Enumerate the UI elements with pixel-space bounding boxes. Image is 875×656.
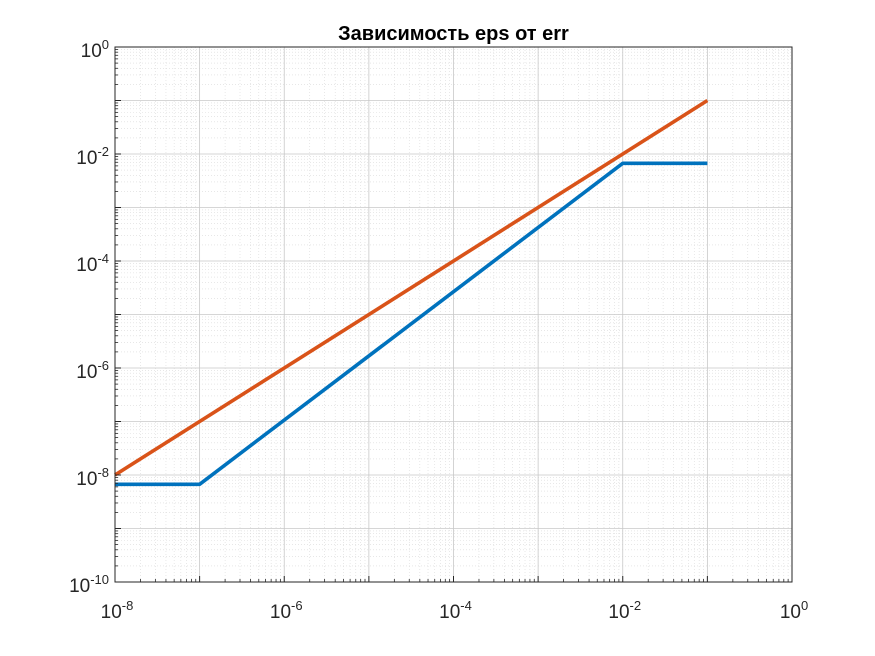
x-tick-label-base: 10 [608,602,629,623]
x-tick-label: 10-8 [101,598,134,623]
y-tick-label-exponent: -6 [97,358,109,373]
y-tick-label-base: 10 [76,255,97,276]
y-tick-label: 10-4 [76,251,109,276]
x-tick-label: 100 [780,598,808,623]
y-tick-label-exponent: -4 [97,251,109,266]
y-tick-label: 10-8 [76,465,109,490]
major-grid [114,46,793,583]
x-tick-label-exponent: -4 [460,598,472,613]
x-tick-label: 10-4 [439,598,472,623]
y-tick-label-base: 10 [81,41,102,62]
y-tick-label-base: 10 [76,469,97,490]
x-tick-label-exponent: 0 [801,598,808,613]
x-tick-label: 10-2 [608,598,641,623]
series-layer [114,98,709,487]
x-tick-label-base: 10 [101,602,122,623]
y-tick-label-base: 10 [69,576,90,597]
chart-title: Зависимость eps от err [338,23,569,45]
x-tick-label-exponent: -2 [630,598,642,613]
y-tick-label: 10-6 [76,358,109,383]
x-tick-label-exponent: -6 [291,598,303,613]
x-tick-label: 10-6 [270,598,303,623]
x-tick-label-base: 10 [270,602,291,623]
y-tick-label-base: 10 [76,148,97,169]
y-tick-label: 10-2 [76,144,109,169]
x-tick-label-exponent: -8 [122,598,134,613]
tick-marks [114,46,793,583]
x-tick-label-base: 10 [780,602,801,623]
x-tick-label-base: 10 [439,602,460,623]
y-tick-label-exponent: -8 [97,465,109,480]
y-tick-label-exponent: 0 [102,37,109,52]
series-line-1 [115,161,708,487]
series-line-2 [114,98,709,477]
x-tick-labels: 10-8 10-6 10-4 10-2 100 [101,598,809,623]
y-tick-label: 10-10 [69,572,109,597]
y-tick-label-base: 10 [76,362,97,383]
y-tick-label: 100 [81,37,109,62]
y-tick-label-exponent: -2 [97,144,109,159]
y-tick-label-exponent: -10 [90,572,109,587]
